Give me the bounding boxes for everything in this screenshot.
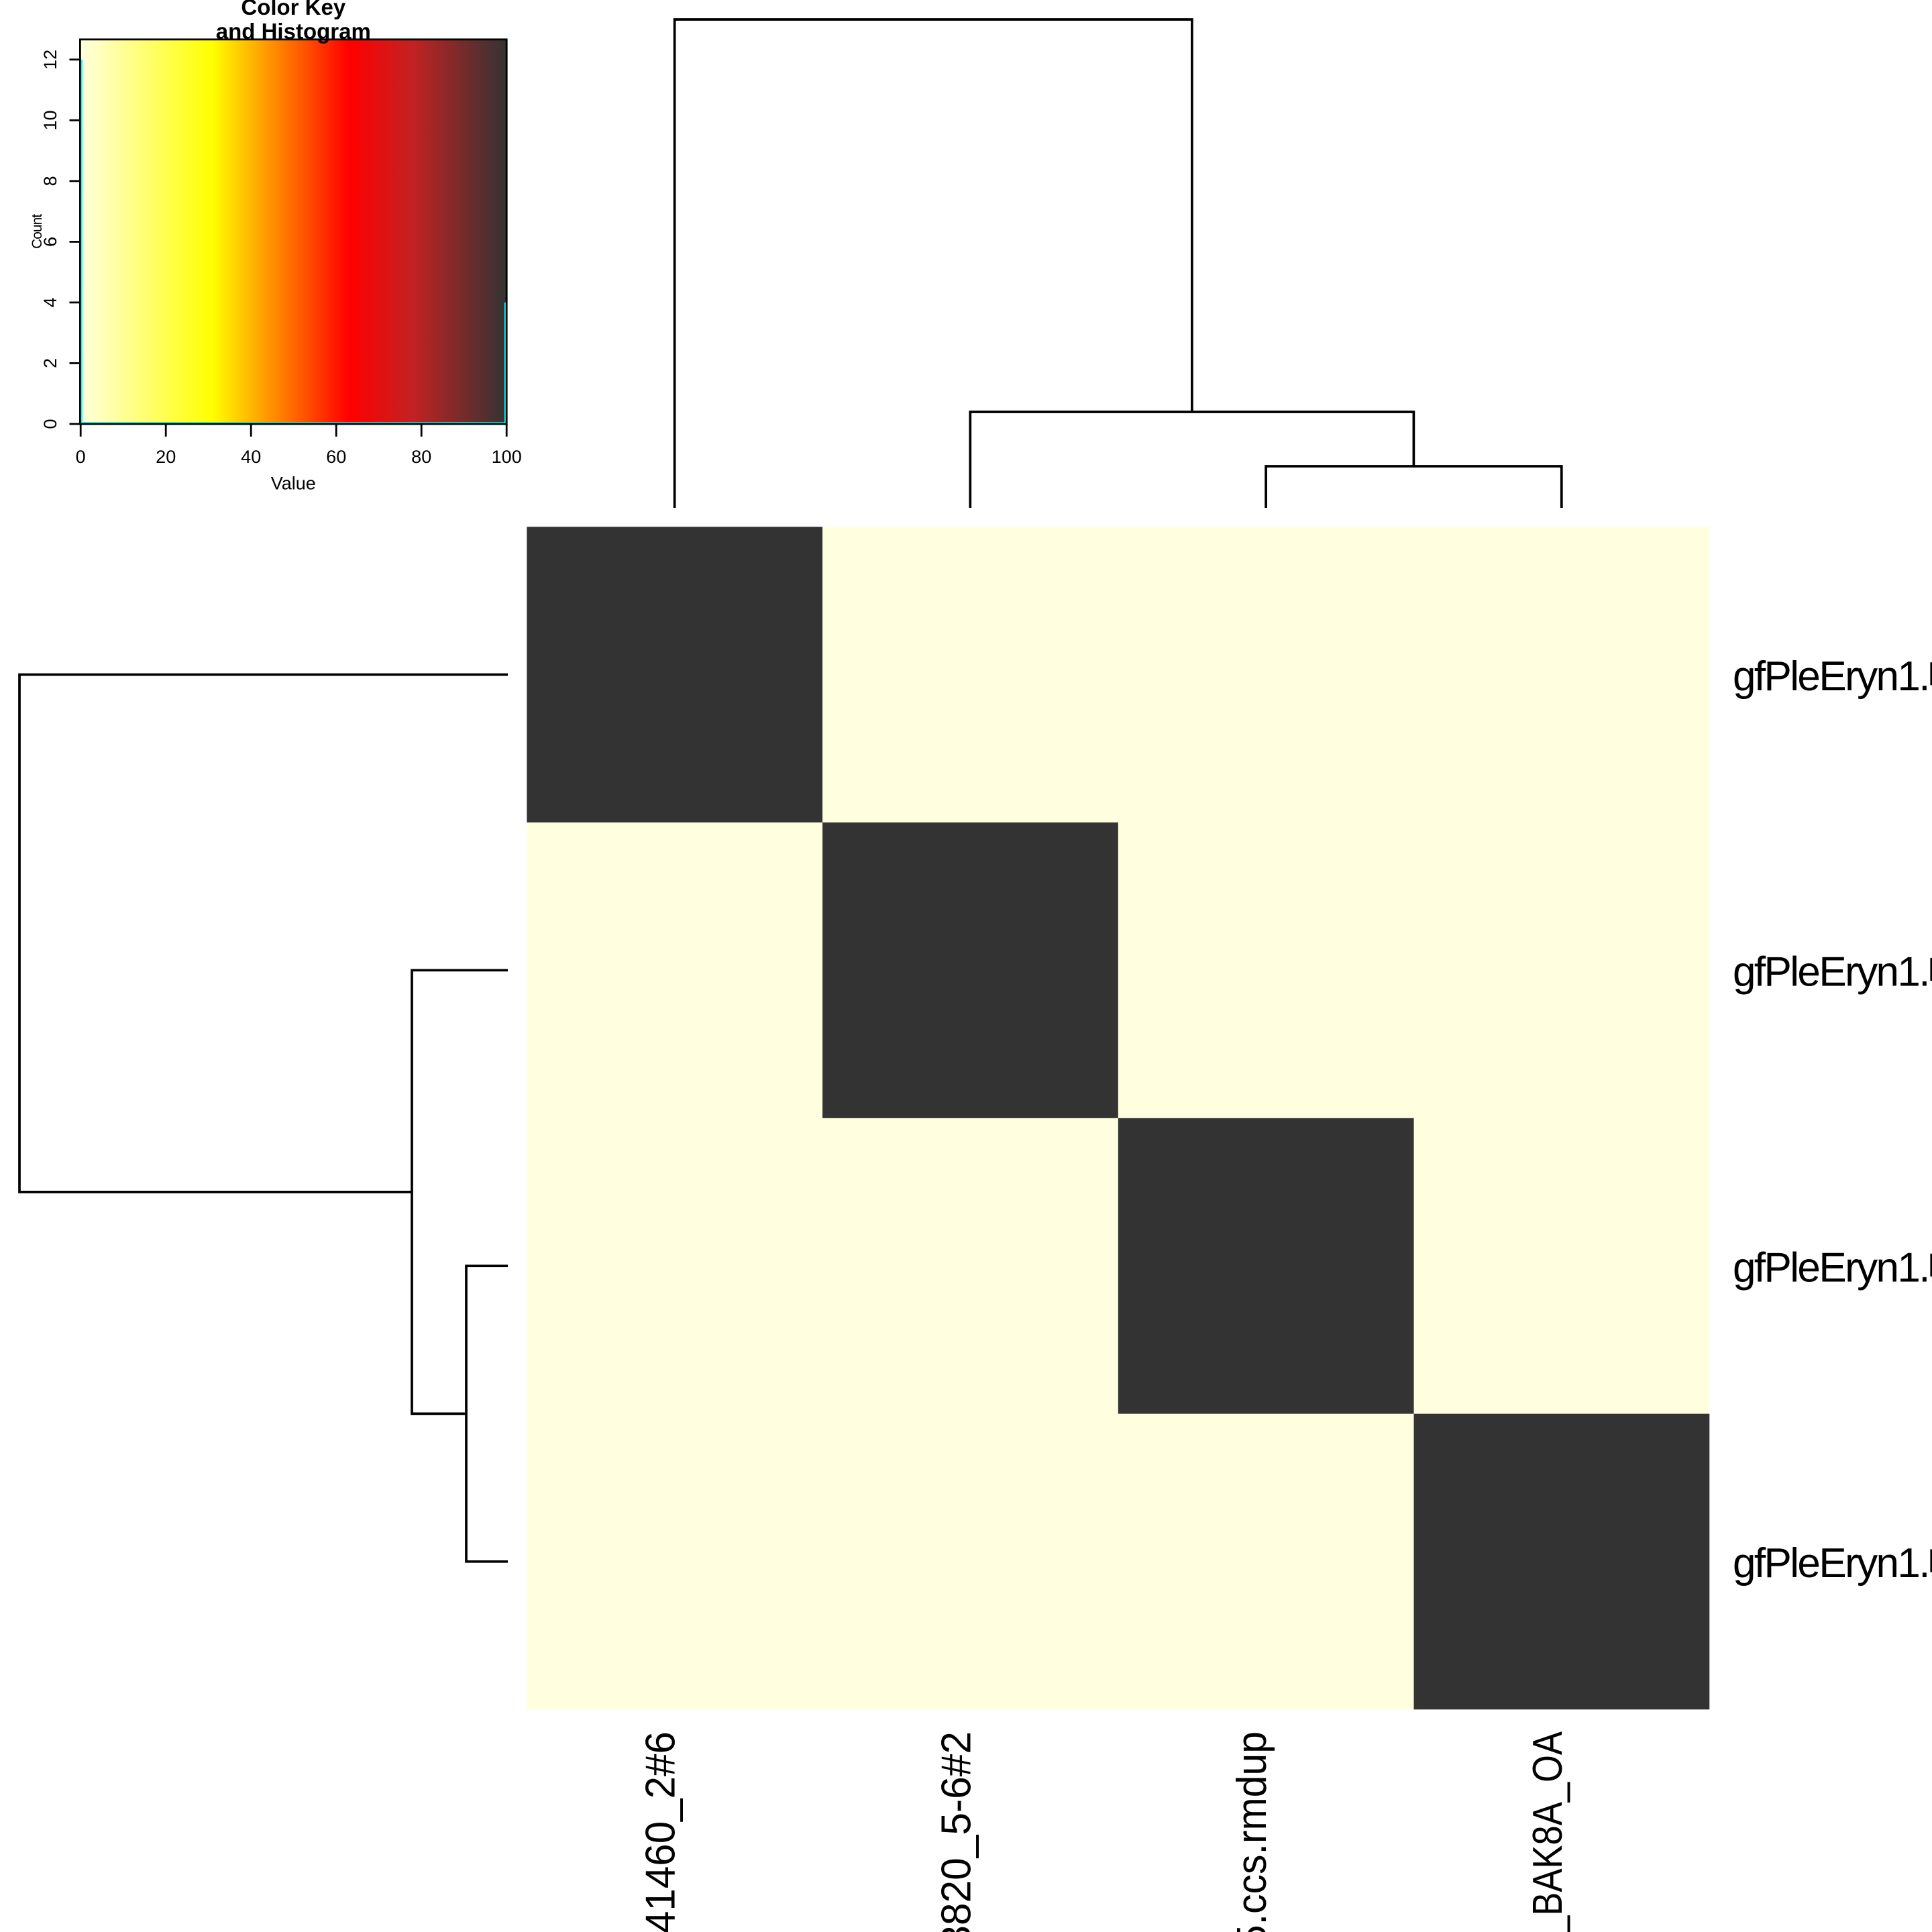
- svg-text:Count: Count: [30, 214, 45, 249]
- svg-text:gfPleEryn1.D: gfPleEryn1.D: [1733, 1245, 1932, 1291]
- svg-text:6: 6: [40, 237, 60, 247]
- svg-text:10: 10: [40, 110, 60, 130]
- svg-text:8: 8: [40, 176, 60, 186]
- svg-text:40: 40: [241, 447, 261, 467]
- svg-text:12: 12: [40, 50, 60, 70]
- svg-text:0: 0: [76, 447, 86, 467]
- svg-text:60: 60: [326, 447, 346, 467]
- svg-text:gfPleEryn1.D: gfPleEryn1.D: [1733, 949, 1932, 996]
- svg-text:100: 100: [492, 447, 522, 467]
- svg-text:20: 20: [156, 447, 176, 467]
- svg-text:1_41460_2#6: 1_41460_2#6: [638, 1731, 684, 1932]
- svg-text:45.ccs.rmdup: 45.ccs.rmdup: [1229, 1731, 1275, 1932]
- svg-text:2: 2: [40, 358, 60, 368]
- svg-text:gfPleEryn1.D: gfPleEryn1.D: [1733, 653, 1932, 700]
- svg-text:A_BAK8A_OA: A_BAK8A_OA: [1525, 1731, 1571, 1932]
- svg-text:0: 0: [40, 419, 60, 429]
- svg-text:0_3820_5-6#2: 0_3820_5-6#2: [933, 1731, 979, 1932]
- svg-text:4: 4: [40, 297, 60, 307]
- svg-text:80: 80: [411, 447, 431, 467]
- svg-text:gfPleEryn1.D: gfPleEryn1.D: [1733, 1540, 1932, 1587]
- svg-text:and Histogram: and Histogram: [216, 19, 371, 44]
- svg-text:Value: Value: [271, 474, 316, 494]
- svg-text:Color Key: Color Key: [241, 0, 346, 19]
